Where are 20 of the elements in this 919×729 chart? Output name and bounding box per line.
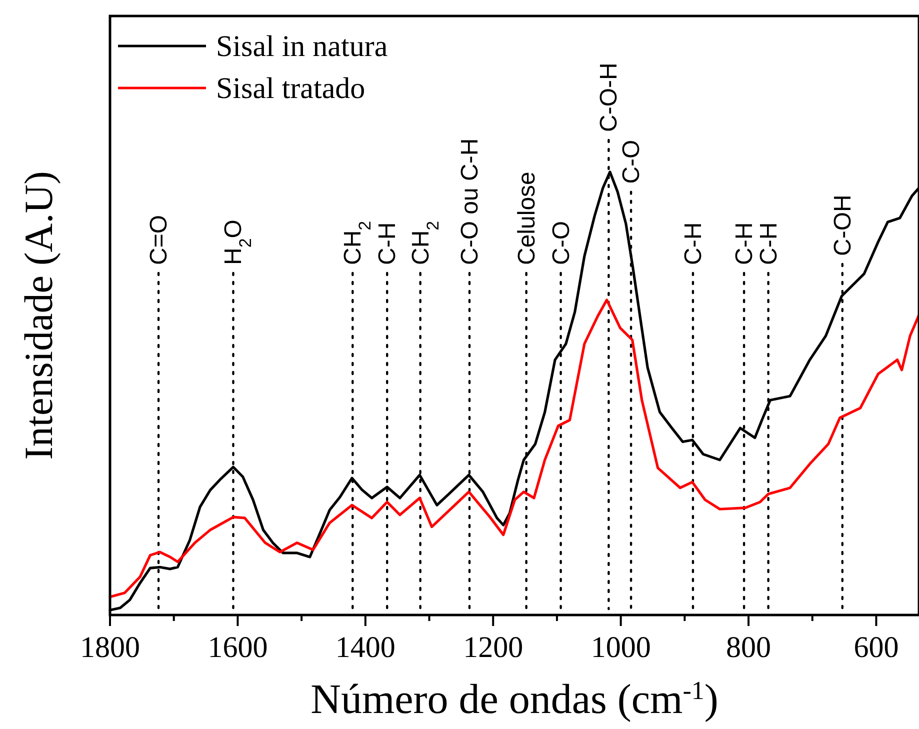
x-tick-label: 800 [726,631,772,664]
x-tick-label: 600 [854,631,899,664]
ref-line-label: C-OH [829,194,856,256]
x-tick-label: 1000 [590,631,651,664]
ref-line-label: Celulose [513,172,540,265]
x-tick-label: 1600 [208,631,268,664]
legend-label: Sisal tratado [216,72,366,105]
x-tick-label: 1800 [80,631,140,664]
x-axis-title: Número de ondas (cm$^{-1}$) [310,676,718,723]
y-axis-title: Intensidade (A.U) [16,171,61,460]
ref-line-label: C-O ou C-H [456,138,484,265]
legend-label: Sisal in natura [216,30,388,63]
ref-line-label: C-O [548,221,575,265]
ref-line-label: C-H [680,222,707,265]
ref-line-label: C-O-H [596,62,623,132]
x-tick-label: 1200 [463,631,524,664]
x-tick-label: 1400 [335,631,396,664]
ref-line-label: C=O [146,214,173,265]
ref-line-label: C-H [374,222,402,265]
ref-line-label: C-O [618,140,646,184]
